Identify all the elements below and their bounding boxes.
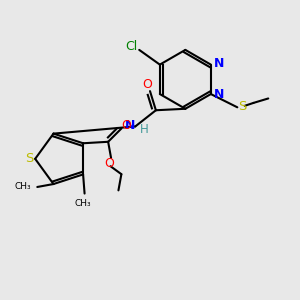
- Text: N: N: [125, 119, 135, 132]
- Text: CH₃: CH₃: [14, 182, 31, 191]
- Text: S: S: [238, 100, 247, 113]
- Text: S: S: [25, 152, 34, 165]
- Text: H: H: [140, 124, 148, 136]
- Text: O: O: [142, 78, 152, 91]
- Text: N: N: [214, 57, 224, 70]
- Text: Cl: Cl: [126, 40, 138, 53]
- Text: O: O: [122, 118, 132, 131]
- Text: O: O: [105, 157, 115, 170]
- Text: CH₃: CH₃: [75, 199, 92, 208]
- Text: N: N: [214, 88, 224, 101]
